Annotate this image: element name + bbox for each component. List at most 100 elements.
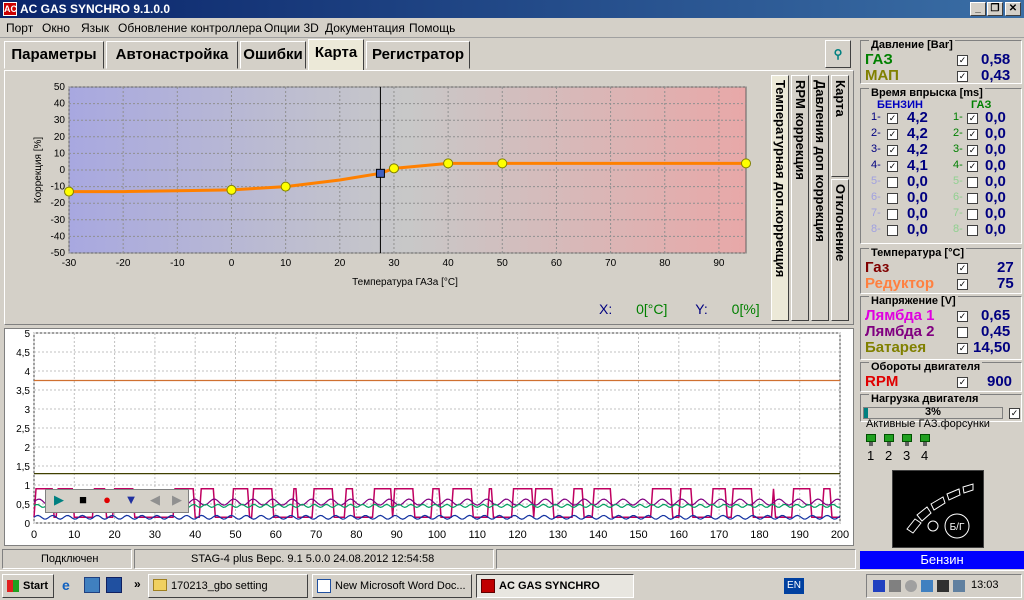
- battery-label: Батарея: [865, 339, 927, 356]
- menu-update[interactable]: Обновление контроллера: [118, 21, 262, 35]
- petrol-checkbox[interactable]: [887, 177, 898, 188]
- petrol-checkbox[interactable]: [887, 225, 898, 236]
- next-button[interactable]: ▶: [172, 492, 182, 507]
- load-checkbox[interactable]: ✓: [1009, 408, 1020, 419]
- fuel-switch-gauge[interactable]: Б/Г: [892, 470, 984, 548]
- quicklaunch-icon-3[interactable]: [106, 577, 122, 593]
- tray-icon-5[interactable]: [937, 580, 949, 592]
- gas-temp-checkbox[interactable]: ✓: [957, 263, 968, 274]
- x-tick-label: -30: [62, 258, 77, 269]
- side-tab-deviation[interactable]: Отклонение: [831, 179, 849, 321]
- tray-icon-1[interactable]: [873, 580, 885, 592]
- cursor-readout: X: 0[°C] Y: 0[%]: [599, 301, 760, 317]
- menu-3d-options[interactable]: Опции 3D: [264, 21, 319, 35]
- gas-idx: 8-: [953, 223, 963, 235]
- side-tab-pressure[interactable]: Давления доп коррекция: [811, 75, 829, 321]
- tab-parameters[interactable]: Параметры: [4, 41, 104, 69]
- menu-docs[interactable]: Документация: [325, 21, 405, 35]
- gas-value: 0,0: [985, 125, 1006, 142]
- tab-recorder[interactable]: Регистратор: [366, 41, 470, 69]
- gas-idx: 6-: [953, 191, 963, 203]
- side-tab-map[interactable]: Карта: [831, 75, 849, 177]
- tab-errors[interactable]: Ошибки: [240, 41, 306, 69]
- play-button[interactable]: ▶: [54, 492, 64, 507]
- battery-checkbox[interactable]: ✓: [957, 343, 968, 354]
- rec-x-tick-label: 70: [310, 529, 322, 541]
- tab-autotune[interactable]: Автонастройка: [106, 41, 238, 69]
- language-indicator[interactable]: EN: [784, 578, 804, 594]
- petrol-checkbox[interactable]: ✓: [887, 161, 898, 172]
- menu-port[interactable]: Порт: [6, 21, 34, 35]
- injector-number: 2: [885, 448, 893, 463]
- petrol-checkbox[interactable]: [887, 209, 898, 220]
- prev-button[interactable]: ◀: [150, 492, 160, 507]
- menu-language[interactable]: Язык: [81, 21, 110, 35]
- gas-checkbox[interactable]: [967, 209, 978, 220]
- map-pressure-checkbox[interactable]: ✓: [957, 71, 968, 82]
- quicklaunch-more-icon[interactable]: »: [134, 577, 141, 591]
- ie-icon[interactable]: e: [62, 577, 70, 593]
- quicklaunch-icon-2[interactable]: [84, 577, 100, 593]
- curve-point: [388, 163, 399, 174]
- close-button[interactable]: ✕: [1005, 2, 1021, 16]
- gas-checkbox[interactable]: ✓: [967, 161, 978, 172]
- gas-checkbox[interactable]: ✓: [967, 129, 978, 140]
- maximize-button[interactable]: ❐: [987, 2, 1003, 16]
- task-folder[interactable]: 170213_gbo setting: [148, 574, 308, 598]
- rec-x-tick-label: 50: [229, 529, 241, 541]
- menu-window[interactable]: Окно: [42, 21, 70, 35]
- gas-checkbox[interactable]: ✓: [967, 145, 978, 156]
- gas-checkbox[interactable]: [967, 225, 978, 236]
- task-acgas[interactable]: AC GAS SYNCHRO: [476, 574, 634, 598]
- y-tick-label: 10: [54, 148, 66, 159]
- tab-map[interactable]: Карта: [308, 39, 364, 71]
- menu-help[interactable]: Помощь: [409, 21, 456, 35]
- petrol-label: БЕНЗИН: [877, 99, 923, 111]
- reducer-temp-value: 75: [997, 275, 1014, 292]
- petrol-checkbox[interactable]: ✓: [887, 145, 898, 156]
- gas-temp-value: 27: [997, 259, 1014, 276]
- app-icon: AC: [3, 2, 17, 16]
- rec-y-tick-label: 5: [24, 329, 30, 340]
- load-group: Нагрузка двигателя 3% ✓: [860, 393, 1022, 422]
- petrol-checkbox[interactable]: ✓: [887, 113, 898, 124]
- tray-icon-3[interactable]: [905, 580, 917, 592]
- battery-value: 14,50: [973, 339, 1011, 356]
- petrol-checkbox[interactable]: [887, 193, 898, 204]
- task-word[interactable]: New Microsoft Word Doc...: [312, 574, 472, 598]
- rec-x-tick-label: 90: [391, 529, 403, 541]
- rpm-checkbox[interactable]: ✓: [957, 377, 968, 388]
- gas-checkbox[interactable]: [967, 177, 978, 188]
- lambda1-checkbox[interactable]: ✓: [957, 311, 968, 322]
- petrol-value: 0,0: [907, 189, 928, 206]
- stop-button[interactable]: ■: [79, 492, 87, 507]
- gas-idx: 3-: [953, 143, 963, 155]
- correction-map-panel: 50 40 30 20 10 0 -10 -20 -30 -40 -50 -30 -20 -10 0 10 20…: [4, 70, 854, 325]
- minimize-button[interactable]: _: [970, 2, 986, 16]
- record-button[interactable]: ●: [103, 492, 111, 507]
- cursor-point: [375, 168, 385, 178]
- petrol-checkbox[interactable]: ✓: [887, 129, 898, 140]
- gas-checkbox[interactable]: ✓: [967, 113, 978, 124]
- connection-status: Подключен: [2, 549, 132, 569]
- gauge-segment-3: [930, 496, 946, 511]
- tray-icon-2[interactable]: [889, 580, 901, 592]
- download-button[interactable]: ▼: [124, 492, 138, 507]
- lambda2-checkbox[interactable]: [957, 327, 968, 338]
- gas-checkbox[interactable]: [967, 193, 978, 204]
- side-tab-temperature[interactable]: Температурная доп.коррекция: [771, 75, 789, 321]
- petrol-idx: 4-: [871, 159, 881, 171]
- rec-y-tick-label: 0: [24, 519, 30, 530]
- tray-icon-6[interactable]: [953, 580, 965, 592]
- start-button[interactable]: Start: [2, 574, 54, 598]
- gas-pressure-checkbox[interactable]: ✓: [957, 55, 968, 66]
- tray-icon-4[interactable]: [921, 580, 933, 592]
- side-tab-rpm[interactable]: RPM коррекция: [791, 75, 809, 321]
- rec-x-tick-label: 180: [750, 529, 768, 541]
- x-axis-label: Температура ГАЗа [°C]: [352, 277, 458, 288]
- rec-x-tick-label: 190: [791, 529, 809, 541]
- system-tray: 13:03: [866, 574, 1022, 598]
- pin-icon[interactable]: ⚲: [825, 40, 851, 68]
- reducer-temp-checkbox[interactable]: ✓: [957, 279, 968, 290]
